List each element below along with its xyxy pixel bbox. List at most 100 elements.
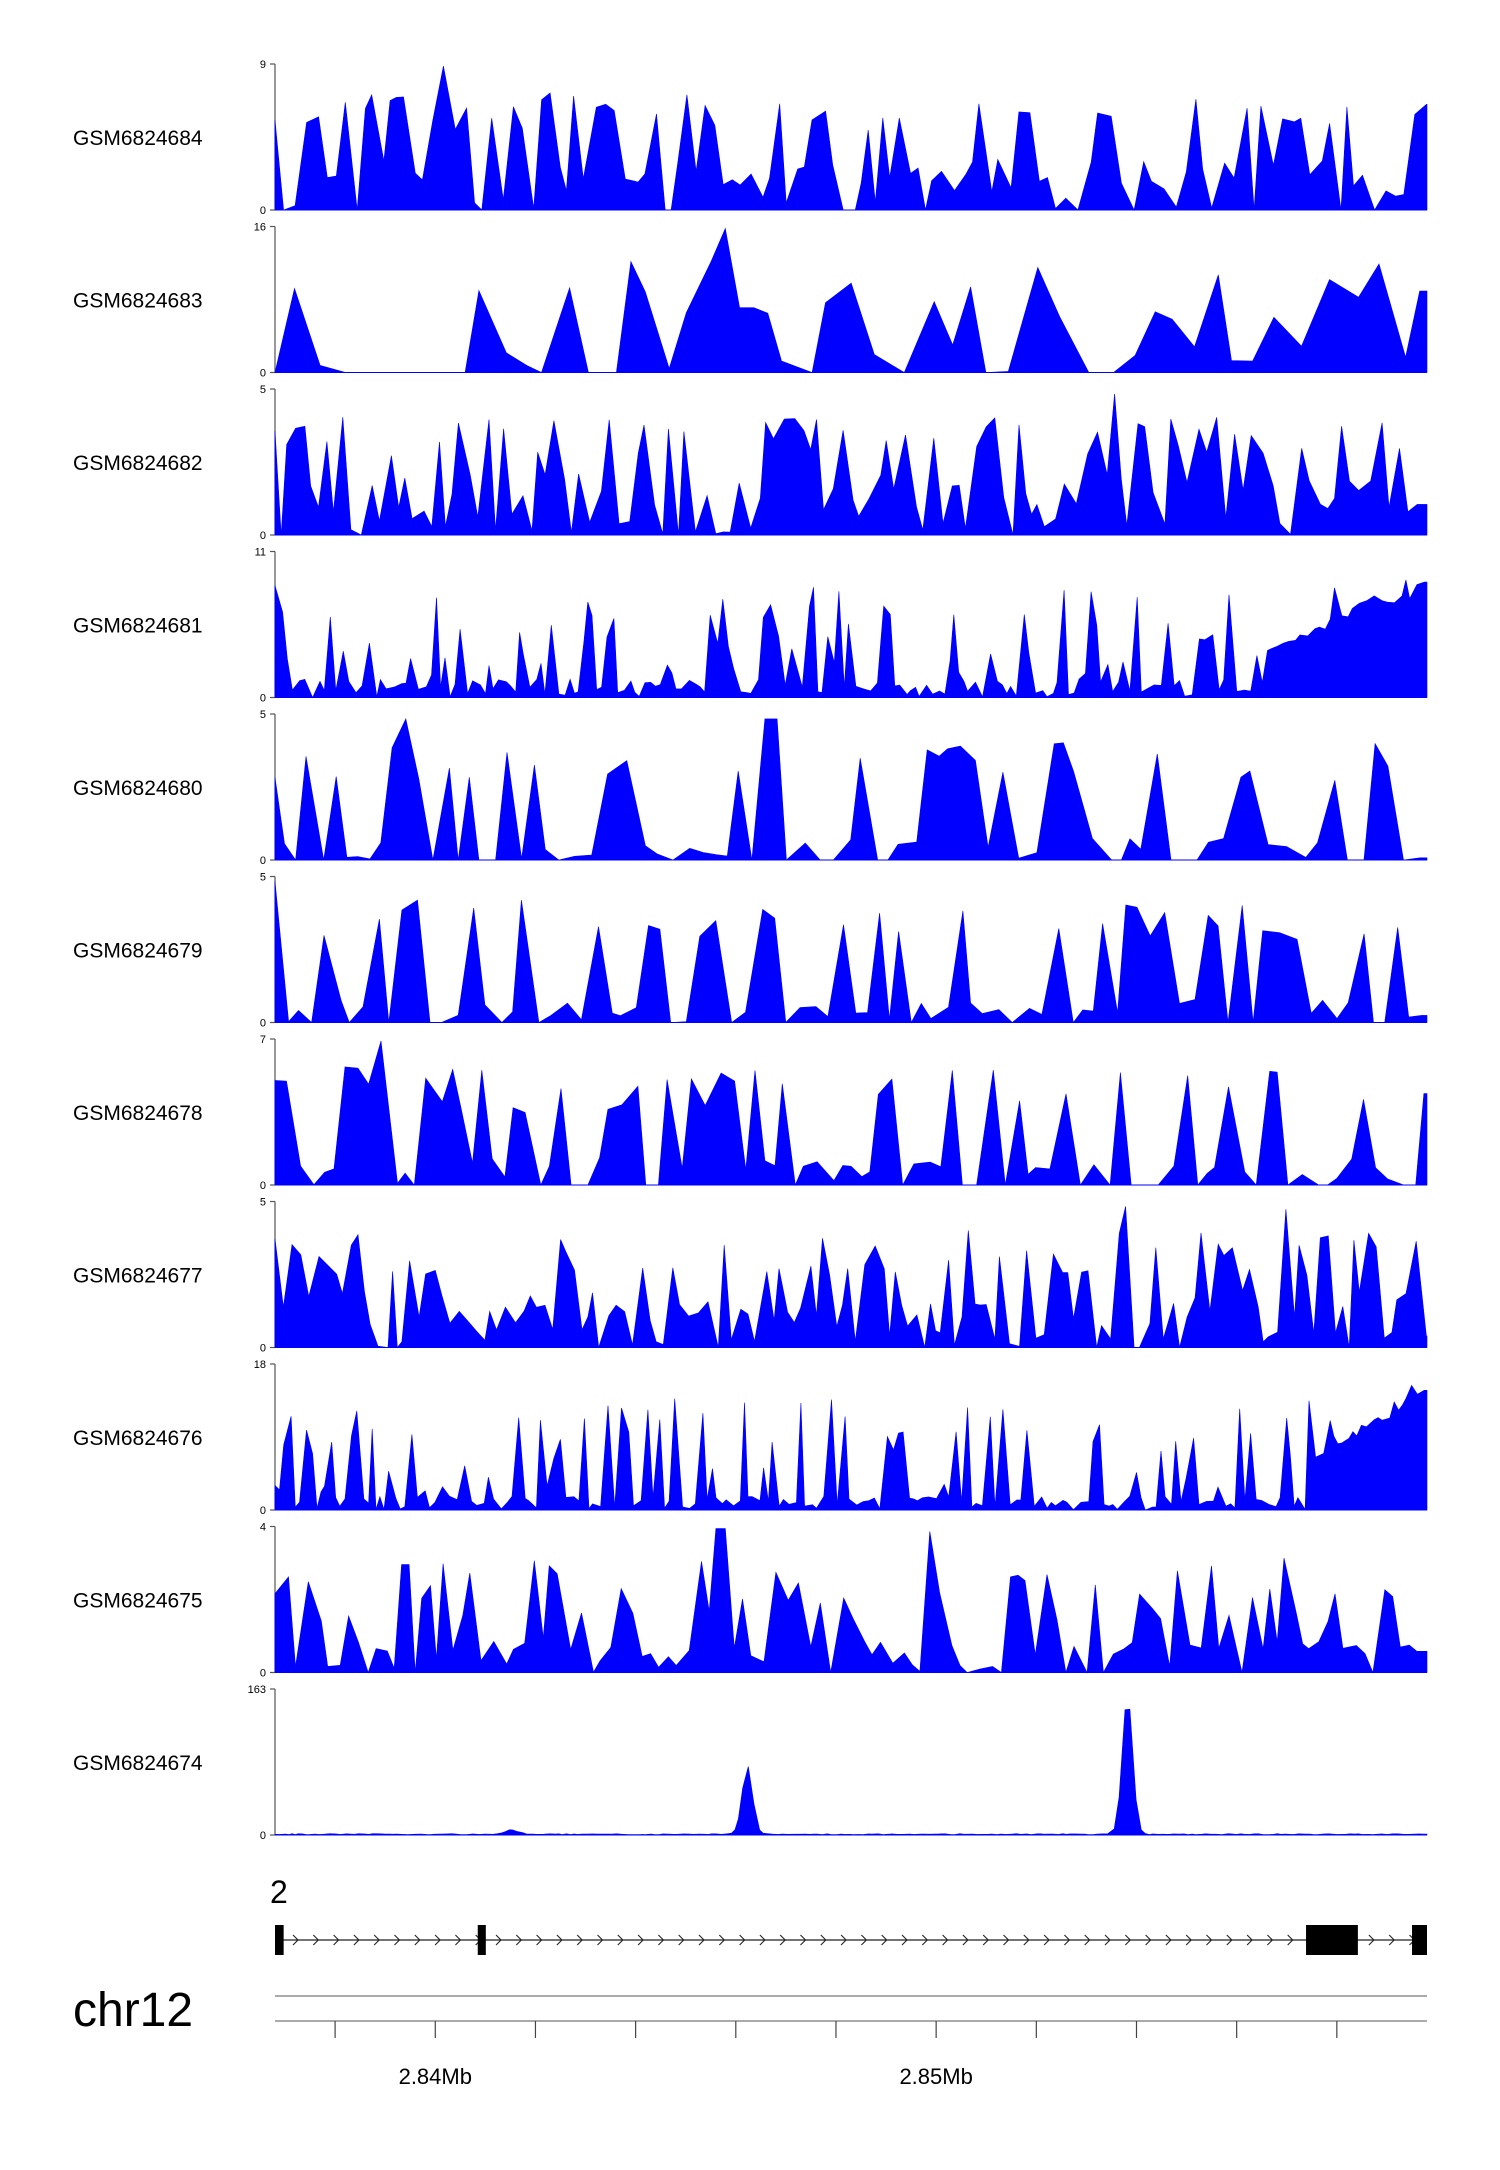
- strand-arrow: [353, 1934, 360, 1946]
- strand-arrow: [394, 1934, 401, 1946]
- track-label: GSM6824683: [73, 290, 203, 313]
- track-label: GSM6824681: [73, 615, 203, 638]
- track-GSM6824675: GSM6824675 4 0: [73, 1522, 1428, 1680]
- y-max-label: 9: [260, 59, 266, 71]
- strand-arrow: [597, 1934, 604, 1946]
- strand-arrow: [698, 1934, 705, 1946]
- y-min-label: 0: [260, 1180, 266, 1192]
- gene-exon: [1412, 1925, 1427, 1955]
- strand-arrow: [333, 1934, 340, 1946]
- track-GSM6824678: GSM6824678 7 0: [73, 1034, 1428, 1192]
- strand-arrow: [1368, 1934, 1375, 1946]
- coverage-area: [274, 1384, 1428, 1511]
- coverage-area: [274, 1206, 1428, 1349]
- gene-exon: [275, 1925, 284, 1955]
- coverage-area: [274, 881, 1428, 1024]
- strand-arrow: [1388, 1934, 1395, 1946]
- y-max-label: 5: [260, 872, 266, 884]
- coverage-area: [274, 65, 1428, 211]
- strand-arrow: [1145, 1934, 1152, 1946]
- strand-arrow: [1287, 1934, 1294, 1946]
- strand-arrow: [1165, 1934, 1172, 1946]
- y-max-label: 16: [254, 222, 266, 234]
- gene-label: 2: [270, 1874, 288, 1910]
- strand-arrow: [982, 1934, 989, 1946]
- track-GSM6824682: GSM6824682 5 0: [73, 384, 1428, 542]
- y-min-label: 0: [260, 693, 266, 705]
- strand-arrow: [840, 1934, 847, 1946]
- coverage-area: [274, 1040, 1428, 1187]
- strand-arrow: [1226, 1934, 1233, 1946]
- y-min-label: 0: [260, 1343, 266, 1355]
- strand-arrow: [1185, 1934, 1192, 1946]
- track-GSM6824676: GSM6824676 18 0: [73, 1359, 1428, 1517]
- strand-arrow: [1246, 1934, 1253, 1946]
- y-min-label: 0: [260, 1830, 266, 1842]
- strand-arrow: [942, 1934, 949, 1946]
- coverage-area: [274, 1708, 1428, 1836]
- x-tick-label: 2.85Mb: [899, 2064, 972, 2089]
- track-GSM6824680: GSM6824680 5 0: [73, 709, 1428, 867]
- strand-arrow: [637, 1934, 644, 1946]
- track-label: GSM6824678: [73, 1102, 203, 1125]
- strand-arrow: [576, 1934, 583, 1946]
- strand-arrow: [292, 1934, 299, 1946]
- y-max-label: 7: [260, 1034, 266, 1046]
- strand-arrow: [617, 1934, 624, 1946]
- strand-arrow: [800, 1934, 807, 1946]
- strand-arrow: [718, 1934, 726, 1946]
- strand-arrow: [556, 1934, 563, 1946]
- chromosome-label: chr12: [73, 1984, 193, 2037]
- track-label: GSM6824679: [73, 940, 203, 963]
- track-label: GSM6824676: [73, 1427, 203, 1450]
- track-label: GSM6824674: [73, 1752, 203, 1775]
- strand-arrow: [1023, 1934, 1030, 1946]
- strand-arrow: [881, 1934, 888, 1946]
- gene-exon: [1306, 1925, 1358, 1955]
- strand-arrow: [820, 1934, 827, 1946]
- track-label: GSM6824675: [73, 1590, 203, 1613]
- strand-arrow: [455, 1934, 462, 1946]
- y-max-label: 4: [260, 1522, 266, 1534]
- y-min-label: 0: [260, 530, 266, 542]
- strand-arrow: [515, 1934, 523, 1946]
- track-GSM6824674: GSM6824674 163 0: [73, 1684, 1428, 1842]
- strand-arrow: [495, 1934, 502, 1946]
- track-GSM6824681: GSM6824681 11 0: [73, 547, 1428, 705]
- coverage-area: [274, 227, 1428, 373]
- strand-arrow: [759, 1934, 766, 1946]
- track-label: GSM6824680: [73, 777, 203, 800]
- coverage-area: [274, 393, 1428, 536]
- strand-arrow: [1003, 1934, 1010, 1946]
- strand-arrow: [414, 1934, 421, 1946]
- coverage-area: [274, 1528, 1428, 1674]
- strand-arrow: [779, 1934, 786, 1946]
- strand-arrow: [434, 1934, 441, 1946]
- strand-arrow: [921, 1934, 929, 1946]
- strand-arrow: [312, 1934, 320, 1946]
- strand-arrow: [901, 1934, 908, 1946]
- strand-arrow: [1104, 1934, 1111, 1946]
- strand-arrow: [536, 1934, 543, 1946]
- track-label: GSM6824684: [73, 127, 203, 150]
- strand-arrow: [373, 1934, 380, 1946]
- track-label: GSM6824677: [73, 1265, 203, 1288]
- strand-arrow: [658, 1934, 665, 1946]
- gene-exon: [477, 1925, 486, 1955]
- strand-arrow: [861, 1934, 868, 1946]
- gene-track: 2: [270, 1874, 1427, 1955]
- strand-arrow: [962, 1934, 969, 1946]
- strand-arrow: [678, 1934, 685, 1946]
- coverage-tracks: GSM682468490GSM6824683160GSM682468250GSM…: [73, 59, 1428, 1842]
- coverage-area: [274, 579, 1428, 699]
- track-GSM6824684: GSM6824684 9 0: [73, 59, 1428, 217]
- chromosome-axis: chr12 2.84Mb 2.85Mb: [73, 1984, 1427, 2089]
- y-min-label: 0: [260, 205, 266, 217]
- y-max-label: 163: [248, 1684, 266, 1696]
- track-GSM6824677: GSM6824677 5 0: [73, 1197, 1428, 1355]
- y-min-label: 0: [260, 1668, 266, 1680]
- y-max-label: 5: [260, 1197, 266, 1209]
- track-GSM6824679: GSM6824679 5 0: [73, 872, 1428, 1030]
- strand-arrow: [1043, 1934, 1050, 1946]
